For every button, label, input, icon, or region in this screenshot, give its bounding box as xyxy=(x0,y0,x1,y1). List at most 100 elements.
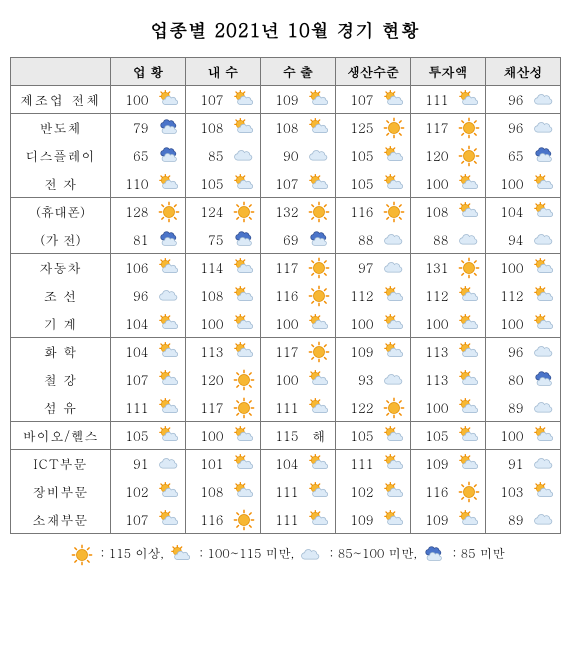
icon-cell xyxy=(453,506,486,534)
icon-cell xyxy=(453,226,486,254)
rain-icon xyxy=(158,229,180,251)
legend-text: : 115 이상, xyxy=(96,544,164,562)
row-label: (가 전) xyxy=(11,226,111,254)
icon-cell xyxy=(303,394,336,422)
row-label: 바이오/헬스 xyxy=(11,422,111,450)
value-cell: 108 xyxy=(186,114,228,142)
value-cell: 100 xyxy=(486,254,528,282)
icon-cell xyxy=(453,450,486,478)
row-label: 소재부문 xyxy=(11,506,111,534)
icon-cell xyxy=(453,338,486,366)
partial-sun-icon xyxy=(158,341,180,363)
value-cell: 109 xyxy=(411,506,453,534)
partial-sun-icon xyxy=(158,313,180,335)
row-label: 자동차 xyxy=(11,254,111,282)
sun-icon xyxy=(233,369,255,391)
value-cell: 108 xyxy=(186,282,228,310)
value-cell: 104 xyxy=(486,198,528,226)
partial-sun-icon xyxy=(383,509,405,531)
icon-cell xyxy=(378,506,411,534)
icon-cell xyxy=(228,422,261,450)
table-row: 섬 유111 117 111 122 100 89 xyxy=(11,394,561,422)
value-cell: 117 xyxy=(186,394,228,422)
value-cell: 88 xyxy=(411,226,453,254)
icon-cell xyxy=(228,226,261,254)
icon-cell xyxy=(228,338,261,366)
cloud-icon xyxy=(308,145,330,167)
partial-sun-icon xyxy=(383,285,405,307)
value-cell: 132 xyxy=(261,198,303,226)
icon-cell xyxy=(378,450,411,478)
icon-cell xyxy=(453,394,486,422)
sun-icon xyxy=(458,117,480,139)
cloud-icon xyxy=(383,369,405,391)
table-header-row: 업 황내 수수 출생산수준투자액채산성 xyxy=(11,58,561,86)
partial-sun-icon xyxy=(233,117,255,139)
partial-sun-icon xyxy=(533,201,555,223)
value-cell: 100 xyxy=(111,86,153,114)
sun-icon xyxy=(383,117,405,139)
table-row: 바이오/헬스105 100 115해105 105 100 xyxy=(11,422,561,450)
icon-cell xyxy=(153,366,186,394)
rain-icon xyxy=(533,145,555,167)
row-label: 기 계 xyxy=(11,310,111,338)
partial-sun-icon xyxy=(158,89,180,111)
rain-icon xyxy=(158,145,180,167)
partial-sun-icon xyxy=(308,397,330,419)
partial-sun-icon xyxy=(458,397,480,419)
partial-sun-icon xyxy=(158,257,180,279)
cloud-icon xyxy=(533,397,555,419)
icon-cell xyxy=(528,142,561,170)
icon-cell xyxy=(453,366,486,394)
icon-cell xyxy=(378,422,411,450)
value-cell: 112 xyxy=(486,282,528,310)
icon-cell xyxy=(378,198,411,226)
partial-sun-icon xyxy=(458,285,480,307)
table-row: ICT부문91101 104 111 109 91 xyxy=(11,450,561,478)
icon-cell xyxy=(303,478,336,506)
value-cell: 107 xyxy=(336,86,378,114)
partial-sun-icon xyxy=(308,369,330,391)
partial-sun-icon xyxy=(233,173,255,195)
icon-cell xyxy=(303,506,336,534)
value-cell: 89 xyxy=(486,394,528,422)
hae-text: 해 xyxy=(312,426,325,445)
value-cell: 65 xyxy=(486,142,528,170)
value-cell: 105 xyxy=(336,170,378,198)
icon-cell xyxy=(528,450,561,478)
icon-cell xyxy=(153,198,186,226)
icon-cell xyxy=(153,254,186,282)
value-cell: 113 xyxy=(411,366,453,394)
icon-cell xyxy=(303,310,336,338)
value-cell: 122 xyxy=(336,394,378,422)
value-cell: 109 xyxy=(261,86,303,114)
partial-sun-icon xyxy=(458,201,480,223)
value-cell: 96 xyxy=(486,114,528,142)
icon-cell xyxy=(228,282,261,310)
value-cell: 116 xyxy=(336,198,378,226)
partial-sun-icon xyxy=(533,313,555,335)
partial-sun-icon xyxy=(308,117,330,139)
icon-cell xyxy=(528,254,561,282)
icon-cell xyxy=(378,254,411,282)
partial-sun-icon xyxy=(233,341,255,363)
value-cell: 113 xyxy=(411,338,453,366)
value-cell: 102 xyxy=(111,478,153,506)
value-cell: 107 xyxy=(111,506,153,534)
column-header: 생산수준 xyxy=(336,58,411,86)
icon-cell xyxy=(378,338,411,366)
value-cell: 104 xyxy=(111,310,153,338)
icon-cell xyxy=(303,366,336,394)
table-row: 제조업 전체100 107 109 107 111 96 xyxy=(11,86,561,114)
icon-cell xyxy=(378,366,411,394)
icon-cell xyxy=(528,366,561,394)
value-cell: 89 xyxy=(486,506,528,534)
value-cell: 111 xyxy=(261,478,303,506)
icon-cell xyxy=(378,478,411,506)
value-cell: 106 xyxy=(111,254,153,282)
value-cell: 109 xyxy=(336,506,378,534)
partial-sun-icon xyxy=(458,341,480,363)
icon-cell xyxy=(228,142,261,170)
table-row: 조 선96108 116 112 112 112 xyxy=(11,282,561,310)
data-table: 업 황내 수수 출생산수준투자액채산성 제조업 전체100 107 109 10… xyxy=(10,57,561,534)
